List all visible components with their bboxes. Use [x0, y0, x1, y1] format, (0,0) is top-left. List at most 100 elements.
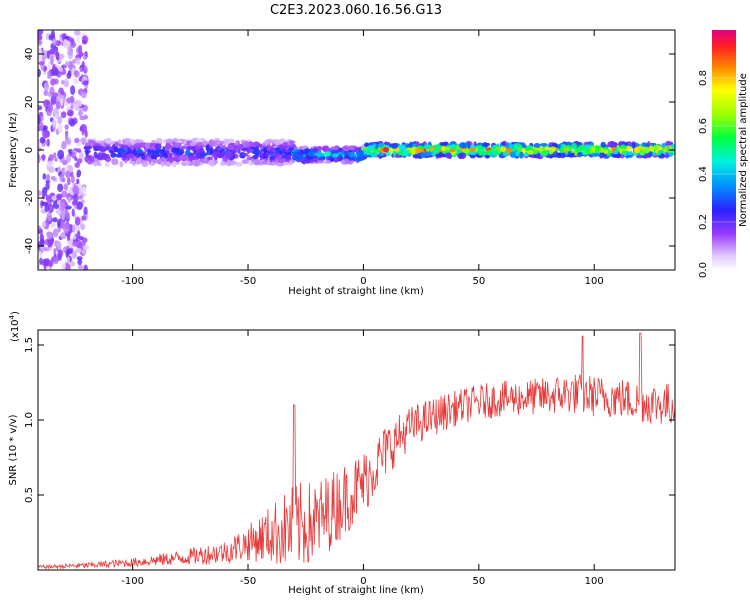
spectrogram-cell [71, 250, 77, 259]
colorbar-ticks: 0.0 0.2 0.4 0.6 0.8 [698, 70, 736, 278]
spectrogram-cell [378, 143, 385, 148]
spectrogram-cell [61, 140, 67, 150]
spectrogram-cell [331, 149, 340, 154]
spectrogram-cell [264, 139, 269, 145]
spectrogram-cell [284, 149, 291, 153]
spectrogram-cell [76, 36, 80, 44]
spectrogram-cell [74, 156, 78, 162]
spectrogram-cell [230, 148, 238, 154]
spectrogram-cell [50, 175, 56, 181]
spectrogram-cell [183, 140, 187, 145]
spectrogram-cell [363, 149, 368, 154]
spectrogram-cell [41, 258, 49, 267]
spectrogram-cell [38, 190, 43, 196]
snr-series-line [38, 332, 675, 570]
spectrogram-cell [76, 256, 83, 261]
spectrogram-cell [38, 154, 41, 164]
spectrogram-cell [340, 159, 345, 165]
spectrogram-cell [577, 151, 583, 158]
spectrogram-cell [157, 159, 162, 165]
spectrogram-cell [154, 143, 162, 150]
spectrogram-cell [284, 154, 292, 160]
spectrogram-cell [445, 146, 451, 150]
spectrogram-cell [433, 149, 437, 154]
spectrogram-cell [270, 154, 276, 161]
spectrogram-cell [48, 238, 53, 248]
spectrogram-cell [151, 139, 156, 143]
spectrogram-cell [76, 173, 81, 178]
spectrogram-cell [50, 222, 56, 228]
spectrogram-cell [538, 148, 544, 152]
x-tick-label: -100 [121, 576, 144, 587]
spectrogram-cell [65, 249, 70, 259]
spectrogram-cell [81, 215, 87, 221]
spectrogram-cell [295, 155, 304, 161]
spectrogram-cell [67, 49, 74, 60]
snr-ticks: -100 -50 0 50 100 0.5 1.0 1.5 [24, 330, 675, 587]
spectrogram-cell [40, 138, 46, 143]
spectrogram-cell [271, 161, 277, 166]
spectrogram-cell [38, 47, 42, 53]
spectrogram-cell [76, 158, 83, 164]
spectrogram-cell [70, 261, 76, 267]
spectrogram-cell [74, 216, 81, 226]
spectrogram-cell [657, 150, 661, 156]
spectrogram-cell [66, 153, 71, 163]
spectrogram-cell [57, 249, 64, 257]
spectrogram-cell [405, 144, 413, 148]
spectrogram-cell [52, 92, 59, 98]
spectrogram-cell [347, 157, 354, 161]
spectrogram-panel: -100 -50 0 50 100 -40 -20 0 20 40 Height of strai… [8, 29, 676, 297]
spectrogram-cell [82, 245, 90, 251]
spectrogram-cell [122, 138, 127, 146]
spectrogram-cell [62, 246, 67, 254]
spectrogram-cell [458, 152, 463, 160]
spectrogram-cell [648, 151, 654, 157]
spectrogram-cell [147, 148, 151, 154]
spectrogram-cell [563, 147, 571, 152]
colorbar-tick-label: 0.6 [698, 118, 709, 134]
figure-title: C2E3.2023.060.16.56.G13 [270, 3, 442, 18]
spectrogram-cell [440, 145, 446, 152]
spectrogram-cell [289, 140, 294, 147]
y-tick-label: 20 [24, 96, 35, 109]
spectrogram-cell [60, 79, 65, 85]
spectrogram-cell [82, 80, 89, 86]
spectrogram-cell [541, 149, 549, 157]
spectrogram-cell [263, 147, 268, 154]
spectrogram-cell [509, 143, 516, 150]
spectrogram-cell [39, 238, 45, 247]
colorbar-tick-label: 0.8 [698, 70, 709, 86]
spectrogram-cell [127, 147, 131, 152]
spectrogram-cell [165, 142, 171, 147]
spectrogram-cell [579, 146, 588, 152]
spectrogram-cell [89, 159, 95, 163]
x-tick-label: 50 [472, 276, 485, 287]
spectrogram-cell [45, 179, 51, 184]
spectrogram-cell [72, 185, 80, 195]
spectrogram-cell [206, 145, 210, 152]
spectrogram-cell [115, 153, 123, 158]
x-tick-label: 50 [472, 576, 485, 587]
spectrogram-cell [201, 140, 209, 146]
spectrogram-cell [235, 141, 239, 145]
spectrogram-cell [46, 211, 53, 222]
spectrogram-cell [54, 157, 58, 162]
spectrogram-cell [66, 72, 72, 79]
spectrogram-cell [294, 151, 303, 155]
spectrogram-cell [44, 203, 50, 213]
spectrogram-cell [118, 147, 127, 154]
spectrogram-cell [627, 151, 633, 156]
spectrogram-cell [414, 148, 422, 154]
spectrogram-cell [307, 150, 316, 157]
spectrogram-cell [93, 145, 100, 150]
spectrogram-cell [150, 161, 154, 167]
spectrogram-cell [141, 160, 149, 167]
spectrogram-cell [633, 147, 640, 154]
spectrogram-cell [242, 140, 250, 148]
spectrogram-cell [67, 196, 72, 203]
spectrogram-cell [55, 100, 61, 110]
spectrogram-cell [63, 183, 69, 191]
spectrogram-cell [489, 152, 494, 157]
spectrogram-cell [61, 190, 68, 198]
